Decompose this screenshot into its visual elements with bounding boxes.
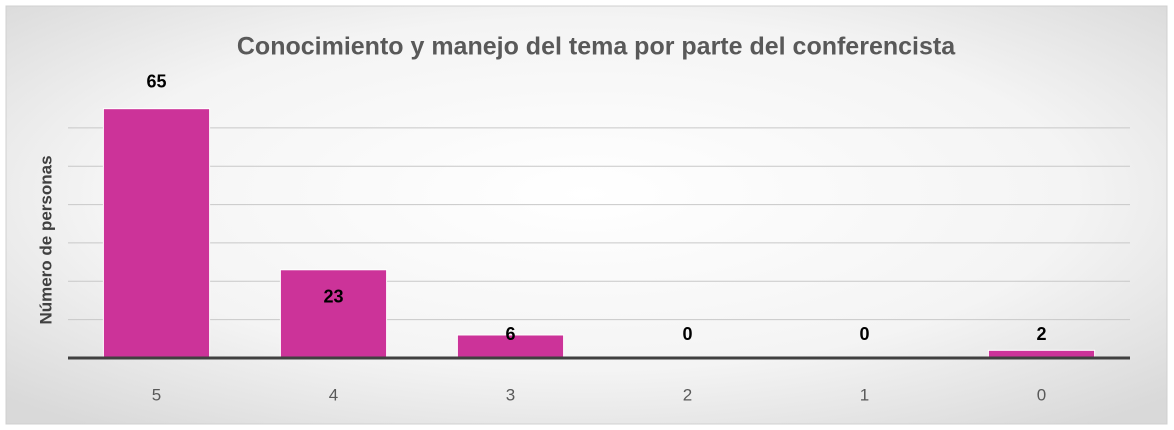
y-axis-label: Número de personas [36,155,55,324]
data-label: 0 [859,324,869,344]
chart-title: Conocimiento y manejo del tema por parte… [237,33,956,61]
data-label: 6 [505,324,515,344]
bar [279,269,388,359]
data-label: 2 [1036,324,1046,344]
x-tick-label: 5 [152,385,161,404]
x-tick-label: 4 [329,385,338,404]
data-label: 65 [146,71,166,91]
x-tick-label: 1 [860,385,869,404]
bar [102,108,211,359]
x-tick-label: 2 [683,385,692,404]
x-tick-label: 0 [1037,385,1046,404]
x-tick-label: 3 [506,385,515,404]
data-label: 23 [323,287,343,307]
data-label: 0 [682,324,692,344]
